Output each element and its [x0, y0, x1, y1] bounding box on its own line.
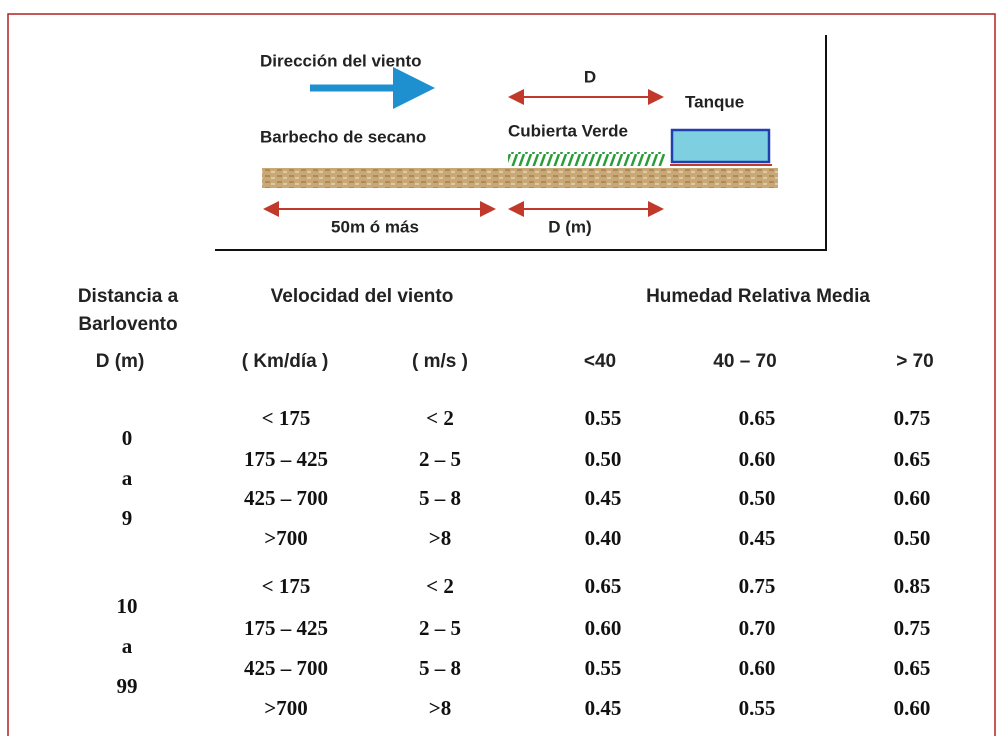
cell: >700: [264, 696, 307, 720]
cell: 0.55: [739, 696, 776, 720]
subheader: ( m/s ): [412, 351, 468, 372]
cell: 0.70: [739, 616, 776, 640]
green-label: Cubierta Verde: [508, 121, 628, 140]
cell: 0.60: [894, 486, 931, 510]
cell: 0.45: [585, 486, 622, 510]
d-label: D: [584, 67, 596, 86]
header-velocity: Velocidad del viento: [271, 286, 454, 307]
cell: < 2: [426, 406, 454, 430]
distance-label: 50m ó más: [331, 217, 419, 236]
cell: >8: [429, 696, 451, 720]
cell: 5 – 8: [419, 486, 461, 510]
group-label: 10: [117, 594, 138, 618]
diagram: Dirección del viento D Tanque Barbecho d…: [215, 35, 826, 250]
cell: 0.75: [894, 406, 931, 430]
subheader: D (m): [96, 351, 145, 372]
d-m-label: D (m): [548, 217, 591, 236]
cell: 0.45: [739, 526, 776, 550]
cell: 0.65: [739, 406, 776, 430]
cell: 0.55: [585, 656, 622, 680]
cell: 0.65: [585, 574, 622, 598]
wind-label: Dirección del viento: [260, 51, 422, 70]
frame: [8, 14, 995, 736]
cell: 5 – 8: [419, 656, 461, 680]
cell: 0.75: [894, 616, 931, 640]
cell: 0.75: [739, 574, 776, 598]
green-cover: [508, 152, 665, 166]
group-label: a: [122, 466, 133, 490]
cell: 0.60: [585, 616, 622, 640]
page: Dirección del viento D Tanque Barbecho d…: [0, 0, 1003, 736]
ground: [262, 168, 778, 188]
cell: 0.60: [739, 656, 776, 680]
cell: 425 – 700: [244, 656, 328, 680]
cell: 0.40: [585, 526, 622, 550]
cell: 0.65: [894, 447, 931, 471]
cell: < 175: [262, 406, 311, 430]
cell: 0.60: [894, 696, 931, 720]
cell: 0.60: [739, 447, 776, 471]
group-label: 99: [117, 674, 138, 698]
cell: 0.50: [894, 526, 931, 550]
subheader: > 70: [896, 351, 934, 372]
cell: 175 – 425: [244, 447, 328, 471]
cell: 0.45: [585, 696, 622, 720]
header-distance: Barlovento: [78, 314, 177, 335]
subheader: 40 – 70: [713, 351, 776, 372]
cell: 0.50: [585, 447, 622, 471]
cell: 175 – 425: [244, 616, 328, 640]
cell: 2 – 5: [419, 616, 461, 640]
header-distance: Distancia a: [78, 286, 179, 307]
subheader: ( Km/día ): [242, 351, 329, 372]
group-label: a: [122, 634, 133, 658]
cell: >8: [429, 526, 451, 550]
cell: 0.50: [739, 486, 776, 510]
tank: [672, 130, 769, 162]
cell: 0.85: [894, 574, 931, 598]
cell: 0.65: [894, 656, 931, 680]
cell: 2 – 5: [419, 447, 461, 471]
cell: >700: [264, 526, 307, 550]
cell: < 175: [262, 574, 311, 598]
fallow-label: Barbecho de secano: [260, 127, 426, 146]
cell: 425 – 700: [244, 486, 328, 510]
subheader: <40: [584, 351, 616, 372]
group-label: 0: [122, 426, 133, 450]
header-humidity: Humedad Relativa Media: [646, 286, 870, 307]
cell: 0.55: [585, 406, 622, 430]
cell: < 2: [426, 574, 454, 598]
tank-label: Tanque: [685, 92, 744, 111]
group-label: 9: [122, 506, 133, 530]
table: Distancia a Barlovento Velocidad del vie…: [78, 286, 934, 720]
